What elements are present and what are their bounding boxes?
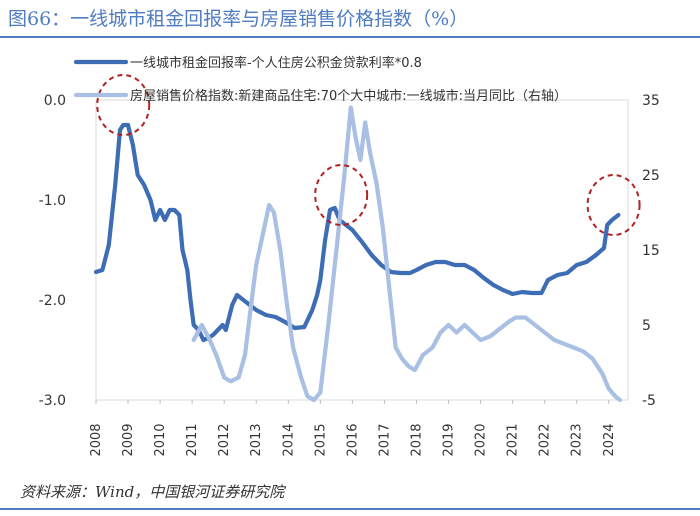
highlight-circle-3 xyxy=(586,174,641,236)
x-tick-label: 2017 xyxy=(377,423,392,456)
x-tick-label: 2024 xyxy=(602,423,617,456)
chart: 0.0 -1.0 -2.0 -3.0 35 25 15 5 -5 2008 2009 2010 2011… xyxy=(39,55,660,457)
highlight-circle-1 xyxy=(96,74,151,136)
x-tick-label: 2019 xyxy=(442,423,457,456)
legend-label-2: 房屋销售价格指数:新建商品住宅:70个大中城市:一线城市:当月同比（右轴） xyxy=(130,88,567,104)
x-tick-label: 2010 xyxy=(153,423,168,456)
series-line-2 xyxy=(191,105,623,403)
x-tick-label: 2020 xyxy=(474,423,489,456)
plot-area-border xyxy=(95,99,629,401)
x-tick-label: 2013 xyxy=(249,423,264,456)
chart-legend: 一线城市租金回报率-个人住房公积金贷款利率*0.8 房屋销售价格指数:新建商品住宅… xyxy=(73,55,567,104)
chart-annotations xyxy=(96,74,641,236)
source-note: 资料来源：Wind，中国银河证券研究院 xyxy=(20,483,285,501)
series-line-1 xyxy=(93,122,621,343)
x-tick-label: 2011 xyxy=(185,423,200,456)
y-left-tick-label: -3.0 xyxy=(39,393,66,409)
x-tick-label: 2009 xyxy=(121,423,136,456)
x-tick-label: 2016 xyxy=(345,423,360,456)
chart-series xyxy=(93,105,623,403)
figure-title: 图66：一线城市租金回报率与房屋销售价格指数（%） xyxy=(8,8,469,30)
x-tick-label: 2018 xyxy=(409,423,424,456)
bottom-divider xyxy=(0,508,700,510)
y-left-tick-label: -2.0 xyxy=(39,293,66,309)
y-right-tick-label: -5 xyxy=(642,393,656,409)
x-tick-label: 2022 xyxy=(538,423,553,456)
x-tick-label: 2023 xyxy=(570,423,585,456)
x-tick-label: 2012 xyxy=(217,423,232,456)
y-left-tick-label: 0.0 xyxy=(44,93,66,109)
x-tick-label: 2021 xyxy=(506,423,521,456)
y-right-tick-label: 5 xyxy=(642,318,651,334)
x-tick-label: 2015 xyxy=(313,423,328,456)
x-tick-label: 2014 xyxy=(281,423,296,456)
chart-axes: 0.0 -1.0 -2.0 -3.0 35 25 15 5 -5 2008 2009 2010 2011… xyxy=(39,93,660,457)
y-right-tick-label: 25 xyxy=(642,168,660,184)
title-divider xyxy=(0,36,700,38)
x-tick-label: 2008 xyxy=(89,423,104,456)
highlight-circle-2 xyxy=(314,164,369,226)
y-right-tick-label: 35 xyxy=(642,93,660,109)
legend-label-1: 一线城市租金回报率-个人住房公积金贷款利率*0.8 xyxy=(130,55,422,71)
y-left-tick-label: -1.0 xyxy=(39,193,66,209)
y-right-tick-label: 15 xyxy=(642,243,660,259)
